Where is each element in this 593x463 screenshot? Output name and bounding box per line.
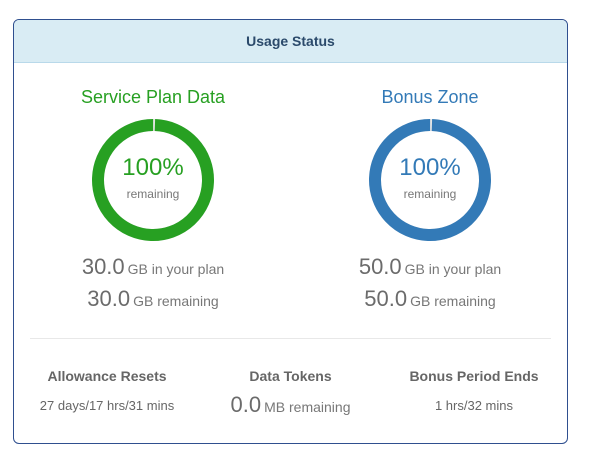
bonus-period-block: Bonus Period Ends 1 hrs/32 mins — [381, 368, 567, 413]
bonus-zone-remaining: 50.0 GB remaining — [300, 286, 560, 312]
service-plan-total: 30.0 GB in your plan — [23, 254, 283, 280]
data-tokens-title: Data Tokens — [249, 368, 332, 384]
section-divider — [30, 338, 551, 339]
service-plan-remaining: 30.0 GB remaining — [23, 286, 283, 312]
bonus-period-value: 1 hrs/32 mins — [434, 398, 514, 413]
service-plan-heading: Service Plan Data — [80, 87, 226, 107]
bonus-zone-remaining-amount: 50.0 — [364, 286, 408, 311]
usage-status-panel: Usage Status Service Plan Data 100% rema… — [13, 19, 568, 444]
bonus-zone-total: 50.0 GB in your plan — [300, 254, 560, 280]
bonus-zone-ring — [369, 119, 491, 241]
bonus-zone-heading: Bonus Zone — [381, 87, 479, 107]
service-plan-total-unit: GB in your plan — [127, 261, 225, 277]
allowance-resets-value: 27 days/17 hrs/31 mins — [39, 398, 175, 413]
service-plan-remaining-amount: 30.0 — [87, 286, 131, 311]
bonus-period-title: Bonus Period Ends — [409, 368, 539, 384]
allowance-resets-title: Allowance Resets — [47, 368, 167, 384]
service-plan-remaining-unit: GB remaining — [133, 293, 219, 309]
allowance-resets-block: Allowance Resets 27 days/17 hrs/31 mins — [14, 368, 200, 413]
service-plan-percent: 100% — [122, 154, 184, 181]
bonus-zone-remaining-label: remaining — [403, 187, 457, 201]
panel-title: Usage Status — [246, 33, 335, 49]
bonus-zone-gauge: 100% remaining — [368, 118, 492, 242]
data-tokens-value: 0.0 MB remaining — [200, 392, 381, 418]
data-tokens-block: Data Tokens 0.0 MB remaining — [200, 368, 381, 418]
data-tokens-unit: MB remaining — [264, 399, 351, 415]
service-plan-total-amount: 30.0 — [81, 254, 125, 279]
service-plan-ring — [92, 119, 214, 241]
bonus-zone-section: Bonus Zone 100% remaining 50.0 GB in your… — [300, 84, 560, 312]
panel-header: Usage Status — [14, 20, 567, 63]
bonus-zone-total-unit: GB in your plan — [404, 261, 502, 277]
data-tokens-amount: 0.0 — [230, 392, 262, 417]
service-plan-section: Service Plan Data 100% remaining 30.0 GB … — [23, 84, 283, 312]
bonus-zone-total-amount: 50.0 — [358, 254, 402, 279]
bonus-zone-remaining-unit: GB remaining — [410, 293, 496, 309]
service-plan-gauge: 100% remaining — [91, 118, 215, 242]
bonus-zone-percent: 100% — [399, 154, 461, 181]
service-plan-remaining-label: remaining — [126, 187, 180, 201]
